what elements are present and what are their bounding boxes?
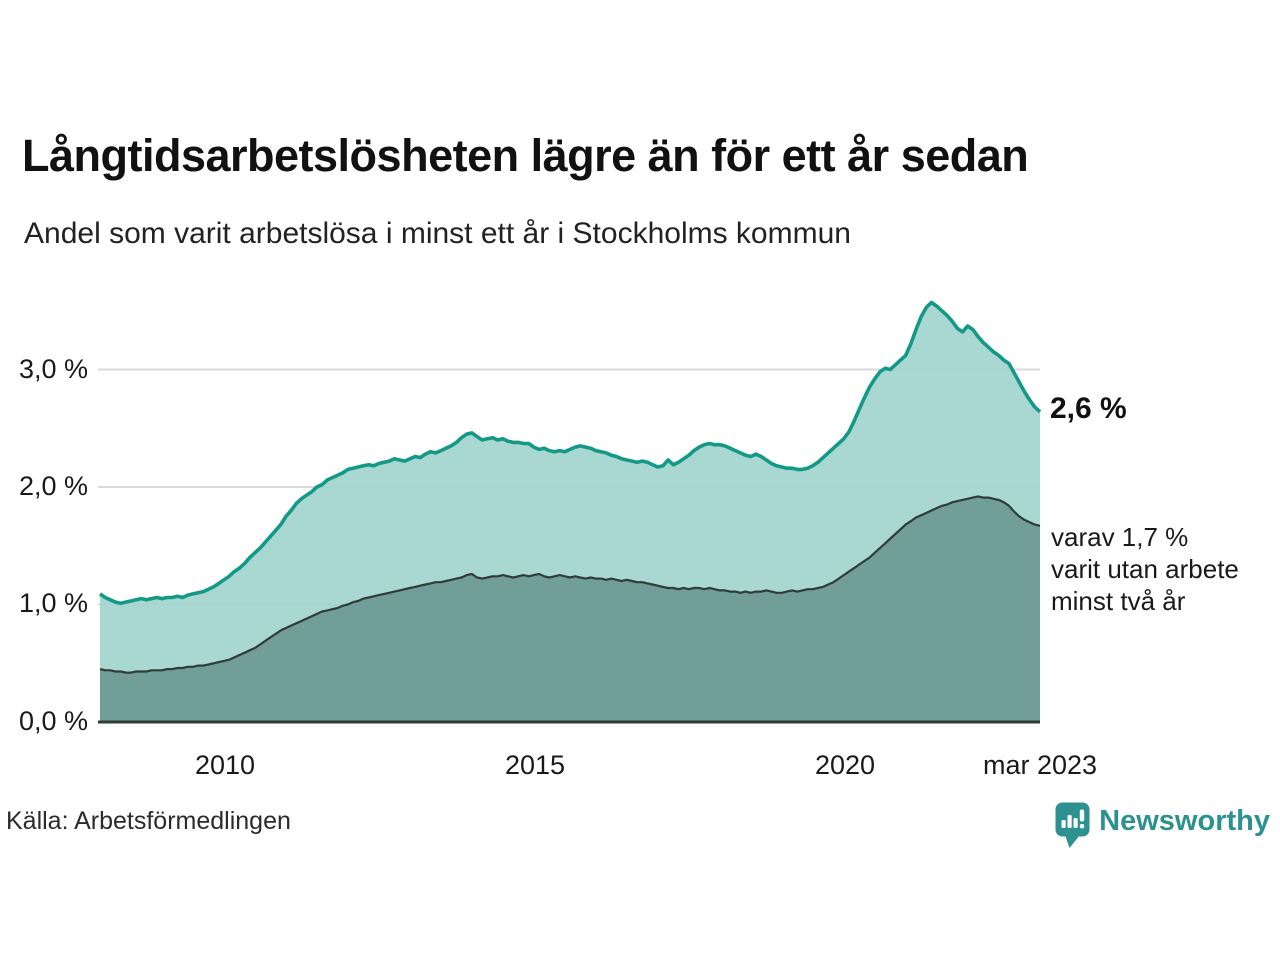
y-tick-3: 3,0 % [18, 354, 88, 384]
end-note-label: varav 1,7 % varit utan arbete minst två … [1051, 521, 1239, 617]
x-tick-mar-2023: mar 2023 [982, 750, 1098, 780]
x-tick-2010: 2010 [194, 750, 256, 780]
y-tick-0: 0,0 % [18, 706, 88, 736]
line-total [98, 300, 1042, 606]
line-two-years [99, 495, 1041, 674]
page-title: Långtidsarbetslösheten lägre än för ett … [22, 130, 1029, 181]
brand-logo: Newsworthy [1055, 802, 1270, 849]
end-note-line-2: varit utan arbete [1051, 554, 1239, 584]
x-tick-2020: 2020 [814, 750, 876, 780]
y-tick-2: 2,0 % [18, 471, 88, 501]
brand-name: Newsworthy [1099, 805, 1270, 837]
newsworthy-icon [1055, 802, 1090, 848]
area-two-years [100, 496, 1040, 722]
end-value-label: 2,6 % [1050, 392, 1127, 425]
source-label: Källa: Arbetsförmedlingen [6, 807, 291, 835]
end-note-line-1: varav 1,7 % [1051, 522, 1189, 552]
y-tick-1: 1,0 % [18, 588, 88, 618]
x-tick-2015: 2015 [504, 750, 566, 780]
page-subtitle: Andel som varit arbetslösa i minst ett å… [24, 217, 851, 250]
end-note-line-3: minst två år [1051, 586, 1186, 616]
